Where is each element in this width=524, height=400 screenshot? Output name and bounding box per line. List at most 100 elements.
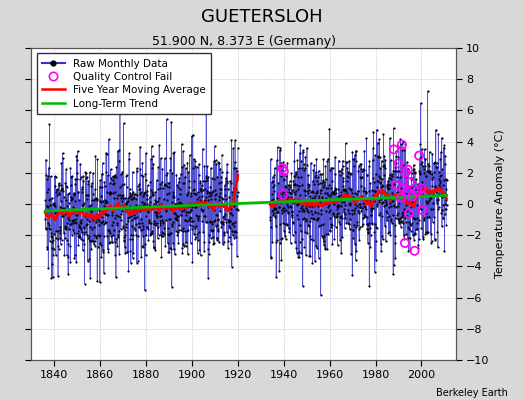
Point <box>351 241 359 248</box>
Point <box>179 180 187 186</box>
Point <box>311 258 319 264</box>
Point <box>204 188 213 195</box>
Point <box>326 167 334 174</box>
Point <box>397 185 405 191</box>
Point <box>380 152 389 159</box>
Point <box>350 222 358 228</box>
Point <box>394 210 402 216</box>
Point <box>224 238 232 244</box>
Point <box>406 221 414 227</box>
Point <box>435 191 444 197</box>
Point <box>228 192 237 198</box>
Point <box>440 144 448 151</box>
Point <box>300 166 308 173</box>
Point <box>82 175 90 181</box>
Point <box>429 191 438 198</box>
Point <box>52 252 60 258</box>
Point <box>420 166 428 172</box>
Point <box>226 218 234 224</box>
Point <box>352 223 361 230</box>
Point <box>270 182 278 188</box>
Point <box>161 205 170 211</box>
Point <box>156 185 164 191</box>
Point <box>434 204 443 210</box>
Point <box>203 177 211 183</box>
Point <box>144 237 152 244</box>
Point <box>78 189 86 195</box>
Point <box>397 168 406 175</box>
Point <box>190 231 198 237</box>
Point <box>350 207 358 213</box>
Point <box>145 216 153 223</box>
Point <box>227 228 236 234</box>
Point <box>418 159 427 166</box>
Point <box>437 186 445 192</box>
Point <box>320 196 329 202</box>
Point <box>87 209 95 216</box>
Point <box>321 246 330 252</box>
Point <box>215 239 223 245</box>
Point <box>376 165 385 171</box>
Point <box>150 220 158 227</box>
Point <box>314 168 323 174</box>
Point <box>89 214 97 220</box>
Point <box>108 177 117 184</box>
Point <box>297 158 305 164</box>
Point <box>399 195 408 201</box>
Point <box>343 177 352 184</box>
Point <box>427 231 435 237</box>
Point <box>81 169 90 175</box>
Point <box>315 193 323 199</box>
Point <box>432 126 440 133</box>
Point <box>230 165 238 172</box>
Point <box>205 231 214 238</box>
Point <box>296 182 304 189</box>
Point <box>288 231 297 238</box>
Point <box>315 223 323 229</box>
Point <box>364 228 372 235</box>
Point <box>330 236 339 242</box>
Point <box>133 192 141 198</box>
Point <box>132 221 140 227</box>
Point <box>282 189 291 196</box>
Point <box>309 215 317 221</box>
Point <box>175 204 183 211</box>
Point <box>342 190 351 197</box>
Point <box>99 249 107 255</box>
Point <box>367 220 376 227</box>
Point <box>59 209 68 215</box>
Point <box>52 189 60 196</box>
Point <box>127 196 136 202</box>
Point <box>283 202 291 208</box>
Point <box>157 232 165 238</box>
Point <box>158 217 167 223</box>
Point <box>269 210 278 216</box>
Point <box>47 173 55 180</box>
Point <box>397 224 405 230</box>
Point <box>340 199 348 205</box>
Point <box>85 169 94 176</box>
Point <box>183 227 191 234</box>
Point <box>148 165 157 172</box>
Point <box>278 167 286 174</box>
Point <box>128 169 137 175</box>
Point <box>46 226 54 232</box>
Point <box>103 150 111 157</box>
Point <box>269 178 278 185</box>
Point <box>308 260 316 266</box>
Point <box>115 250 123 257</box>
Point <box>399 138 407 145</box>
Point <box>96 198 105 204</box>
Point <box>49 252 58 258</box>
Point <box>210 176 219 183</box>
Point <box>417 185 425 192</box>
Point <box>308 211 316 217</box>
Point <box>409 177 418 183</box>
Point <box>345 221 353 227</box>
Point <box>434 196 443 202</box>
Point <box>140 200 148 206</box>
Point <box>145 194 154 200</box>
Point <box>288 208 297 214</box>
Point <box>362 190 370 196</box>
Point <box>432 160 441 166</box>
